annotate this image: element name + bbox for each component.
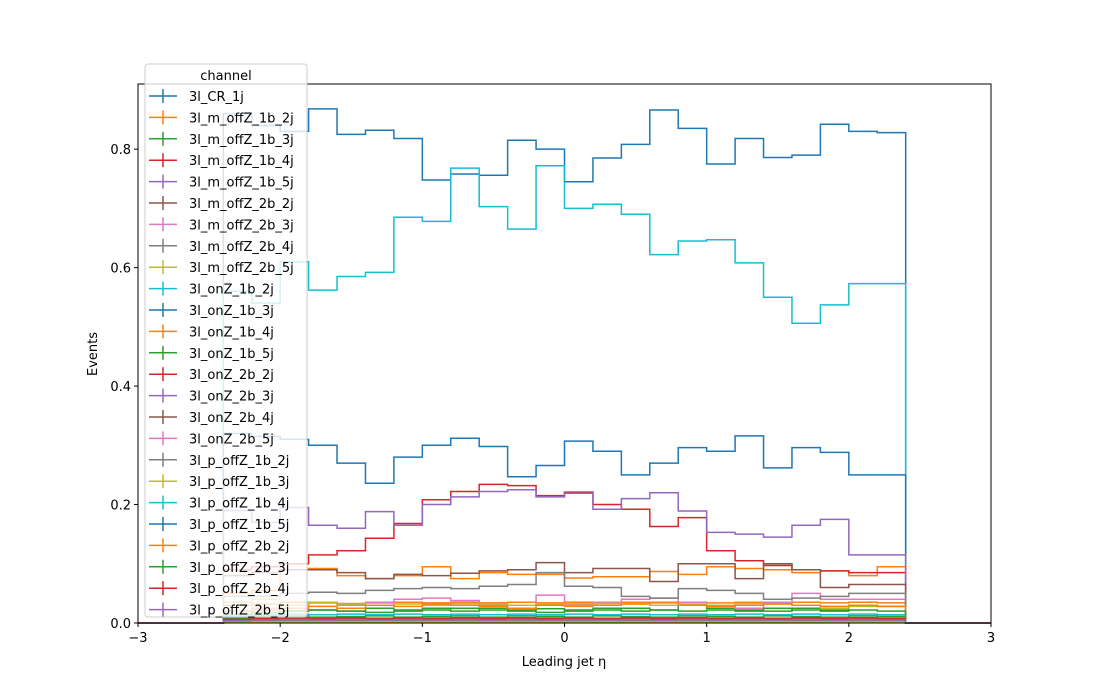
y-tick-label: 0.8 <box>110 143 131 158</box>
legend-entry: 3l_onZ_1b_3j <box>149 303 274 319</box>
y-tick-label: 0.0 <box>110 617 131 632</box>
legend-label: 3l_onZ_1b_5j <box>189 347 274 362</box>
y-tick-label: 0.4 <box>110 380 131 395</box>
legend-label: 3l_p_offZ_1b_5j <box>189 518 289 533</box>
y-axis-label: Events <box>86 332 101 376</box>
legend-entry: 3l_m_offZ_2b_4j <box>149 238 294 255</box>
legend-label: 3l_m_offZ_2b_3j <box>189 218 294 233</box>
y-axis: 0.0 0.2 0.4 0.6 0.8 <box>110 143 138 632</box>
legend-entry: 3l_p_offZ_2b_2j <box>149 538 289 554</box>
legend-label: 3l_p_offZ_1b_4j <box>189 497 289 512</box>
legend-label: 3l_m_offZ_1b_3j <box>189 133 294 148</box>
legend-entry: 3l_p_offZ_1b_4j <box>149 495 289 512</box>
legend-label: 3l_m_offZ_1b_5j <box>189 176 294 191</box>
x-axis: −3 −2 −1 0 1 2 3 <box>128 623 995 646</box>
x-tick-label: −2 <box>271 631 290 646</box>
legend: channel 3l_CR_1j 3l_m_offZ_1b_2j 3l_m_offZ… <box>144 63 308 619</box>
legend-label: 3l_p_offZ_2b_4j <box>189 582 289 597</box>
series-line-3l_p_offZ_2b_3j <box>138 607 991 624</box>
legend-label: 3l_m_offZ_1b_4j <box>189 154 294 169</box>
x-tick-label: 3 <box>987 631 995 646</box>
legend-label: 3l_m_offZ_2b_2j <box>189 197 294 212</box>
legend-entry: 3l_onZ_1b_4j <box>149 324 274 340</box>
legend-label: 3l_m_offZ_1b_2j <box>189 111 294 126</box>
legend-entry: 3l_m_offZ_1b_3j <box>149 131 294 148</box>
legend-entry: 3l_m_offZ_1b_4j <box>149 153 294 169</box>
x-tick-label: −1 <box>413 631 432 646</box>
legend-label: 3l_onZ_1b_3j <box>189 304 274 319</box>
legend-label: 3l_CR_1j <box>189 90 244 105</box>
series-line-3l_onZ_1b_3j <box>138 432 991 624</box>
legend-entry: 3l_onZ_1b_2j <box>149 281 274 298</box>
legend-entry: 3l_onZ_2b_5j <box>149 431 274 447</box>
legend-entry: 3l_m_offZ_2b_2j <box>149 196 294 212</box>
legend-label: 3l_p_offZ_1b_2j <box>189 454 289 469</box>
series-line-3l_m_offZ_2b_5j <box>138 621 991 624</box>
x-axis-label: Leading jet η <box>522 655 607 670</box>
legend-label: 3l_onZ_1b_2j <box>189 283 274 298</box>
series-line-3l_p_offZ_2b_5j <box>138 618 991 624</box>
legend-label: 3l_m_offZ_2b_5j <box>189 261 294 276</box>
series-line-3l_p_offZ_2b_4j <box>138 617 991 624</box>
legend-frame <box>144 63 308 618</box>
legend-entry: 3l_m_offZ_1b_5j <box>149 174 294 191</box>
legend-label: 3l_p_offZ_2b_5j <box>189 604 289 619</box>
legend-label: 3l_onZ_2b_5j <box>189 432 274 447</box>
legend-entry: 3l_p_offZ_1b_3j <box>149 474 289 490</box>
legend-entry: 3l_onZ_2b_3j <box>149 388 274 405</box>
legend-entry: 3l_m_offZ_2b_3j <box>149 217 294 233</box>
x-tick-label: 1 <box>703 631 711 646</box>
legend-entry: 3l_m_offZ_1b_2j <box>149 110 294 126</box>
series-line-3l_onZ_2b_3j <box>138 488 991 624</box>
series-line-3l_m_offZ_1b_3j <box>138 615 991 624</box>
legend-entry: 3l_p_offZ_2b_3j <box>149 559 289 576</box>
y-tick-label: 0.6 <box>110 262 131 277</box>
series-line-3l_p_offZ_1b_4j <box>138 613 991 624</box>
legend-entry: 3l_CR_1j <box>149 89 244 105</box>
legend-label: 3l_p_offZ_1b_3j <box>189 475 289 490</box>
x-tick-label: 2 <box>845 631 853 646</box>
legend-entry: 3l_onZ_2b_2j <box>149 367 274 383</box>
legend-label: 3l_p_offZ_2b_3j <box>189 561 289 576</box>
series-line-3l_p_offZ_1b_2j <box>138 571 991 624</box>
series-line-3l_onZ_2b_4j <box>138 561 991 624</box>
legend-entry: 3l_p_offZ_2b_5j <box>149 602 289 619</box>
x-tick-label: 0 <box>560 631 568 646</box>
legend-label: 3l_m_offZ_2b_4j <box>189 240 294 255</box>
series-line-3l_onZ_1b_2j <box>138 164 991 624</box>
legend-label: 3l_onZ_2b_3j <box>189 390 274 405</box>
legend-label: 3l_onZ_2b_2j <box>189 368 274 383</box>
series-layer <box>138 108 991 624</box>
series-line-3l_p_offZ_2b_2j <box>138 601 991 624</box>
legend-label: 3l_p_offZ_2b_2j <box>189 539 289 554</box>
legend-label: 3l_onZ_1b_4j <box>189 325 274 340</box>
legend-entry: 3l_m_offZ_2b_5j <box>149 260 294 276</box>
y-tick-label: 0.2 <box>110 499 131 514</box>
legend-entry: 3l_p_offZ_1b_5j <box>149 517 289 533</box>
legend-title: channel <box>200 69 251 84</box>
legend-entry: 3l_onZ_2b_4j <box>149 410 274 426</box>
legend-label: 3l_onZ_2b_4j <box>189 411 274 426</box>
legend-entry: 3l_p_offZ_1b_2j <box>149 452 289 469</box>
legend-entries: 3l_CR_1j 3l_m_offZ_1b_2j 3l_m_offZ_1b_3j 3l… <box>149 89 294 619</box>
legend-entry: 3l_onZ_1b_5j <box>149 345 274 362</box>
x-tick-label: −3 <box>128 631 147 646</box>
legend-entry: 3l_p_offZ_2b_4j <box>149 581 289 597</box>
